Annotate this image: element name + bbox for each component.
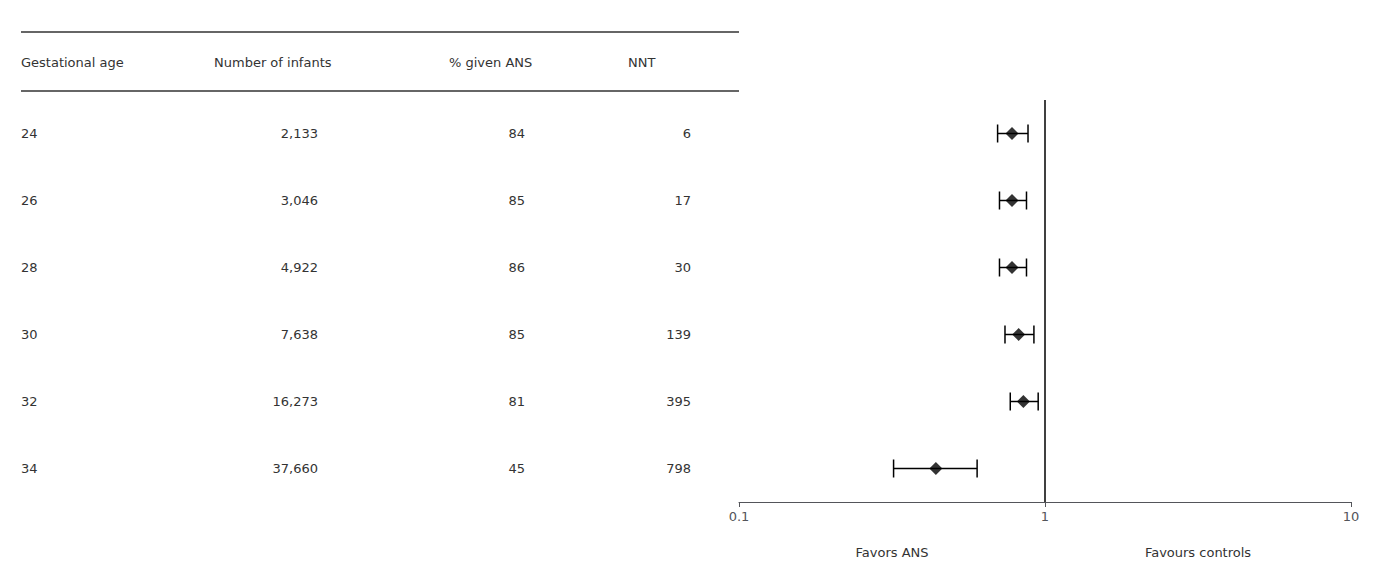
svg-text:85: 85	[508, 193, 525, 208]
svg-text:30: 30	[674, 260, 691, 275]
svg-text:16,273: 16,273	[273, 394, 319, 409]
svg-text:7,638: 7,638	[281, 327, 318, 342]
svg-text:Favours controls: Favours controls	[1145, 545, 1251, 560]
svg-text:34: 34	[21, 461, 38, 476]
svg-text:798: 798	[666, 461, 691, 476]
svg-text:24: 24	[21, 126, 38, 141]
svg-text:1: 1	[1041, 509, 1049, 524]
svg-text:81: 81	[508, 394, 525, 409]
svg-text:32: 32	[21, 394, 38, 409]
svg-text:Favors ANS: Favors ANS	[855, 545, 928, 560]
svg-text:Gestational age: Gestational age	[21, 55, 124, 70]
svg-text:84: 84	[508, 126, 525, 141]
svg-text:% given ANS: % given ANS	[449, 55, 532, 70]
svg-text:28: 28	[21, 260, 38, 275]
svg-text:26: 26	[21, 193, 38, 208]
svg-text:2,133: 2,133	[281, 126, 318, 141]
svg-text:17: 17	[674, 193, 691, 208]
svg-text:139: 139	[666, 327, 691, 342]
svg-text:3,046: 3,046	[281, 193, 318, 208]
svg-text:30: 30	[21, 327, 38, 342]
svg-text:NNT: NNT	[628, 55, 655, 70]
svg-text:4,922: 4,922	[281, 260, 318, 275]
svg-text:45: 45	[508, 461, 525, 476]
svg-text:37,660: 37,660	[273, 461, 319, 476]
svg-text:Number of infants: Number of infants	[214, 55, 332, 70]
svg-text:0.1: 0.1	[729, 509, 750, 524]
svg-text:86: 86	[508, 260, 525, 275]
svg-text:395: 395	[666, 394, 691, 409]
svg-text:6: 6	[683, 126, 691, 141]
svg-text:85: 85	[508, 327, 525, 342]
svg-text:10: 10	[1343, 509, 1360, 524]
